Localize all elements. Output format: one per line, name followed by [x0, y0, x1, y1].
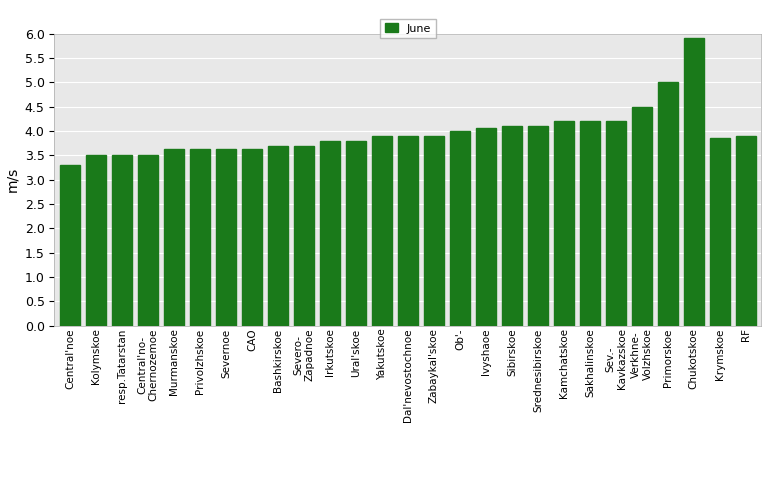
Bar [450, 131, 469, 326]
Bar [684, 38, 704, 326]
Bar [372, 136, 392, 326]
Bar [138, 155, 158, 326]
Bar [580, 121, 600, 326]
Bar [294, 146, 314, 326]
Bar [190, 149, 210, 326]
Bar [502, 126, 521, 326]
Bar [606, 121, 625, 326]
Bar [554, 121, 573, 326]
Legend: June: June [380, 19, 436, 38]
Bar [632, 107, 652, 326]
Bar [424, 136, 444, 326]
Bar [736, 136, 755, 326]
Bar [398, 136, 418, 326]
Y-axis label: m/s: m/s [5, 167, 19, 192]
Bar [216, 149, 235, 326]
Bar [164, 149, 183, 326]
Bar [710, 138, 730, 326]
Bar [61, 165, 80, 326]
Bar [86, 155, 106, 326]
Bar [528, 126, 548, 326]
Bar [242, 149, 262, 326]
Bar [112, 155, 132, 326]
Bar [476, 128, 496, 326]
Bar [658, 82, 678, 326]
Bar [347, 141, 366, 326]
Bar [320, 141, 340, 326]
Bar [268, 146, 287, 326]
